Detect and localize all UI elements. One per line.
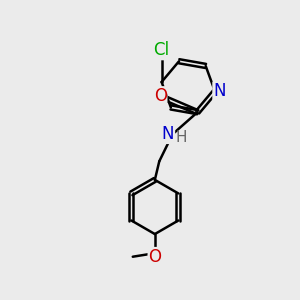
Text: O: O bbox=[148, 248, 161, 266]
Text: H: H bbox=[175, 130, 187, 145]
Text: N: N bbox=[162, 125, 174, 143]
Text: Cl: Cl bbox=[154, 41, 170, 59]
Text: N: N bbox=[213, 82, 226, 100]
Text: O: O bbox=[154, 87, 166, 105]
